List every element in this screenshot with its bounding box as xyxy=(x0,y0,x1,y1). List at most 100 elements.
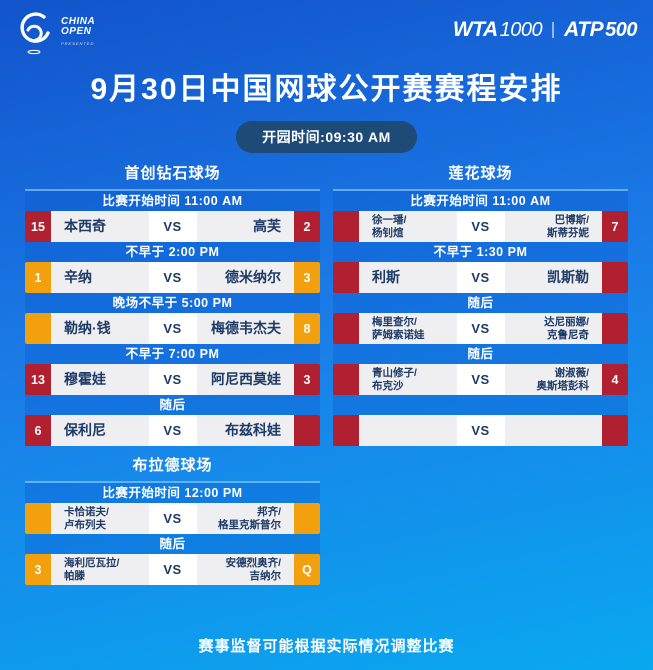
seed-badge-left: 13 xyxy=(25,364,51,395)
court-panel-lotus: 莲花球场 比赛开始时间 11:00 AM 徐一璠/ 杨钊煊 VS 巴博斯/ 斯蒂… xyxy=(333,163,628,446)
player-name-left: 保利尼 xyxy=(51,415,149,446)
vs-label: VS xyxy=(456,211,505,242)
vs-label: VS xyxy=(148,313,197,344)
seed-badge-left xyxy=(333,415,359,446)
vs-label: VS xyxy=(456,313,505,344)
player-name-right: 邦齐/ 格里克斯普尔 xyxy=(196,503,294,534)
seed-badge-left xyxy=(25,503,51,534)
match-row: 青山修子/ 布克沙 VS 谢淑薇/ 奥斯塔彭科 4 xyxy=(333,364,628,395)
atp-500-badge: ATP 500 xyxy=(564,18,637,41)
seed-badge-right: Q xyxy=(294,554,320,585)
swirl-icon xyxy=(14,10,56,56)
player-name-right: 安德烈奥齐/ 吉纳尔 xyxy=(196,554,294,585)
seed-badge-left xyxy=(333,364,359,395)
seed-badge-right xyxy=(294,415,320,446)
seed-badge-left: 3 xyxy=(25,554,51,585)
player-name-left: 利斯 xyxy=(359,262,457,293)
match-row: 利斯 VS 凯斯勒 xyxy=(333,262,628,293)
match-row: 3 海利厄瓦拉/ 帕滕 VS 安德烈奥齐/ 吉纳尔 Q xyxy=(25,554,320,585)
player-name-left: 青山修子/ 布克沙 xyxy=(359,364,457,395)
player-name-left: 穆霍娃 xyxy=(51,364,149,395)
china-open-logo: CHINA OPEN PRESENTED xyxy=(14,10,95,56)
session-strip: 比赛开始时间 11:00 AM xyxy=(102,194,243,208)
seed-badge-right: 4 xyxy=(602,364,628,395)
match-row: 6 保利尼 VS 布兹科娃 xyxy=(25,415,320,446)
match-row: 13 穆霍娃 VS 阿尼西莫娃 3 xyxy=(25,364,320,395)
vs-label: VS xyxy=(148,503,197,534)
seed-badge-right xyxy=(602,415,628,446)
tour-badges: WTA 1000 ATP 500 xyxy=(452,18,638,42)
session-strip: 不早于 2:00 PM xyxy=(125,245,220,259)
seed-badge-right: 3 xyxy=(294,364,320,395)
session-strip: 晚场不早于 5:00 PM xyxy=(112,296,233,310)
seed-badge-right: 7 xyxy=(602,211,628,242)
player-name-right: 高芙 xyxy=(196,211,294,242)
session-strip: 比赛开始时间 12:00 PM xyxy=(102,486,243,500)
player-name-left: 卡恰诺夫/ 卢布列夫 xyxy=(51,503,149,534)
player-name-left: 勒纳·钱 xyxy=(51,313,149,344)
vs-label: VS xyxy=(148,554,197,585)
logo-wordmark: CHINA OPEN PRESENTED xyxy=(61,17,95,49)
seed-badge-left: 6 xyxy=(25,415,51,446)
player-name-left: 辛纳 xyxy=(51,262,149,293)
session-strip: 随后 xyxy=(467,347,494,361)
seed-badge-right xyxy=(294,503,320,534)
panel-gap xyxy=(333,395,628,415)
player-name-right xyxy=(504,415,602,446)
seed-badge-right xyxy=(602,313,628,344)
court-title: 莲花球场 xyxy=(448,165,513,182)
seed-badge-left: 1 xyxy=(25,262,51,293)
schedule-table: 比赛开始时间 12:00 PM 卡恰诺夫/ 卢布列夫 VS 邦齐/ 格里克斯普尔… xyxy=(25,481,320,585)
vs-label: VS xyxy=(456,262,505,293)
session-strip: 不早于 7:00 PM xyxy=(125,347,220,361)
court-panel-brad: 布拉德球场 比赛开始时间 12:00 PM 卡恰诺夫/ 卢布列夫 VS 邦齐/ … xyxy=(25,455,320,585)
seed-badge-left xyxy=(25,313,51,344)
player-name-left xyxy=(359,415,457,446)
vs-label: VS xyxy=(148,364,197,395)
seed-badge-right xyxy=(602,262,628,293)
court-title: 首创钻石球场 xyxy=(124,165,221,182)
match-row: VS xyxy=(333,415,628,446)
seed-badge-left xyxy=(333,262,359,293)
page-title: 9月30日中国网球公开赛赛程安排 xyxy=(90,73,563,106)
seed-badge-right: 3 xyxy=(294,262,320,293)
player-name-right: 阿尼西莫娃 xyxy=(196,364,294,395)
session-strip: 随后 xyxy=(159,537,186,551)
vs-label: VS xyxy=(148,211,197,242)
schedule-table: 比赛开始时间 11:00 AM 徐一璠/ 杨钊煊 VS 巴博斯/ 斯蒂芬妮 7 … xyxy=(333,189,628,446)
session-strip: 比赛开始时间 11:00 AM xyxy=(410,194,551,208)
vs-label: VS xyxy=(148,415,197,446)
footer-note: 赛事监督可能根据实际情况调整比赛 xyxy=(198,638,455,655)
seed-badge-right: 2 xyxy=(294,211,320,242)
player-name-left: 海利厄瓦拉/ 帕滕 xyxy=(51,554,149,585)
vs-label: VS xyxy=(456,415,505,446)
player-name-right: 梅德韦杰夫 xyxy=(196,313,294,344)
match-row: 15 本西奇 VS 高芙 2 xyxy=(25,211,320,242)
wta-1000-badge: WTA 1000 xyxy=(452,18,543,41)
player-name-right: 凯斯勒 xyxy=(504,262,602,293)
header: CHINA OPEN PRESENTED WTA 1000 ATP 500 xyxy=(0,0,653,56)
court-title: 布拉德球场 xyxy=(132,457,213,474)
match-row: 徐一璠/ 杨钊煊 VS 巴博斯/ 斯蒂芬妮 7 xyxy=(333,211,628,242)
gate-time-pill: 开园时间:09:30 AM xyxy=(236,121,417,153)
player-name-left: 本西奇 xyxy=(51,211,149,242)
player-name-right: 巴博斯/ 斯蒂芬妮 xyxy=(504,211,602,242)
match-row: 1 辛纳 VS 德米纳尔 3 xyxy=(25,262,320,293)
player-name-right: 达尼丽娜/ 克鲁尼奇 xyxy=(504,313,602,344)
schedule-table: 比赛开始时间 11:00 AM 15 本西奇 VS 高芙 2 不早于 2:00 … xyxy=(25,189,320,446)
player-name-left: 梅里查尔/ 萨姆索诺娃 xyxy=(359,313,457,344)
vs-label: VS xyxy=(148,262,197,293)
match-row: 卡恰诺夫/ 卢布列夫 VS 邦齐/ 格里克斯普尔 xyxy=(25,503,320,534)
player-name-right: 谢淑薇/ 奥斯塔彭科 xyxy=(504,364,602,395)
player-name-left: 徐一璠/ 杨钊煊 xyxy=(359,211,457,242)
seed-badge-left xyxy=(333,313,359,344)
seed-badge-right: 8 xyxy=(294,313,320,344)
seed-badge-left: 15 xyxy=(25,211,51,242)
player-name-right: 德米纳尔 xyxy=(196,262,294,293)
session-strip: 不早于 1:30 PM xyxy=(433,245,528,259)
match-row: 勒纳·钱 VS 梅德韦杰夫 8 xyxy=(25,313,320,344)
session-strip: 随后 xyxy=(159,398,186,412)
player-name-right: 布兹科娃 xyxy=(196,415,294,446)
vs-label: VS xyxy=(456,364,505,395)
